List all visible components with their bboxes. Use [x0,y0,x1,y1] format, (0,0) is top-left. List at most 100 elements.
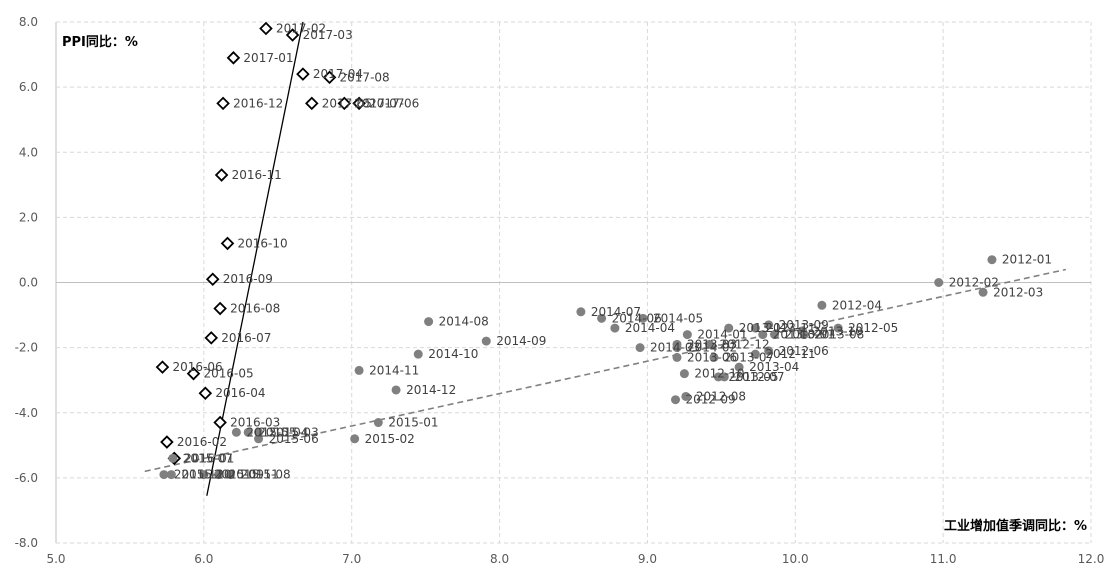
diamond-marker [220,236,235,251]
point-label: 2016-12 [233,96,283,110]
diamond-marker [216,96,230,111]
point-label: 2015-01 [388,416,438,430]
diamond-marker [226,51,241,65]
diamond-marker [285,28,300,42]
diamond-marker [213,301,227,316]
point-label: 2015-06 [269,432,319,446]
circle-marker [214,470,224,480]
y-tick-label: -6.0 [15,471,38,485]
point-label: 2013-05 [728,370,778,384]
point-label: 2012-09 [686,393,736,407]
point-label: 2016-09 [223,272,273,286]
circle-marker [705,339,715,349]
circle-marker [635,343,645,353]
point-label: 2014-01 [697,328,747,342]
point-label: 2015-09 [214,468,264,482]
y-tick-label: 6.0 [19,80,38,94]
point-label: 2014-02 [687,341,737,355]
point-label: 2012-10 [694,367,744,381]
circle-marker [713,372,723,382]
point-label: 2017-01 [243,51,293,65]
diamond-marker [204,331,219,345]
circle-marker [166,470,176,480]
circle-marker [734,362,744,372]
point-label: 2014-07 [591,305,641,319]
diamond-marker [186,366,201,381]
diamond-marker [259,21,273,36]
x-tick-label: 6.0 [194,552,213,566]
diamond-marker [213,415,227,430]
trend-lines [144,21,1067,496]
circle-marker [424,317,434,327]
point-labels: 2016-012016-022016-032016-042016-052016-… [172,22,1052,482]
point-label: 2012-07 [734,370,784,384]
point-label: 2016-10 [238,236,288,250]
point-label: 2017-08 [340,70,390,84]
circle-marker [610,323,620,333]
diamond-marker [160,435,174,449]
data-points [155,21,997,480]
point-label: 2014-12 [406,383,456,397]
circle-marker [817,300,827,310]
point-label: 2016-06 [172,360,222,374]
point-label: 2012-05 [848,321,898,335]
circle-marker [672,343,682,353]
circle-marker [978,287,988,297]
point-label: 2013-10 [813,324,863,338]
point-label: 2013-11 [765,321,815,335]
y-tick-label: 4.0 [19,145,38,159]
circle-marker [638,313,648,323]
diamond-marker [337,96,352,111]
point-label: 2015-04 [258,425,308,439]
point-label: 2013-01 [785,328,835,342]
point-label: 2014-09 [496,334,546,348]
point-label: 2017-03 [303,28,353,42]
circle-marker [597,313,607,323]
circle-marker [354,365,364,375]
point-label: 2013-09 [779,318,829,332]
point-label: 2013-03 [687,337,737,351]
point-label: 2013-07 [724,350,774,364]
point-label: 2012-06 [779,344,829,358]
circle-marker [682,330,692,340]
point-label: 2016-08 [230,302,280,316]
circle-marker [724,323,734,333]
point-label: 2014-11 [369,363,419,377]
circle-marker [672,352,682,362]
point-label: 2017-04 [313,67,363,81]
point-label: 2015-10 [181,468,231,482]
point-label: 2015-11 [229,468,279,482]
y-axis-title: PPI同比：% [62,34,138,50]
circle-marker [391,385,401,395]
diamond-marker [352,96,366,111]
point-label: 2014-03 [650,341,700,355]
point-label: 2012-01 [1002,253,1052,267]
diamond-marker [198,386,213,400]
y-tick-label: 0.0 [19,276,38,290]
circle-marker [934,278,944,287]
circle-marker [373,418,383,428]
diamond-marker [296,67,310,81]
point-label: 2015-03 [269,425,319,439]
y-tick-label: -2.0 [15,341,38,355]
y-tick-label: -8.0 [15,536,38,550]
circle-marker [481,336,491,346]
circle-marker [987,255,997,265]
circle-marker [764,346,774,356]
circle-marker [764,320,774,330]
point-label: 2016-01 [184,451,234,465]
x-tick-label: 10.0 [782,552,809,566]
point-label: 2013-12 [739,321,789,335]
y-tick-label: -4.0 [15,406,38,420]
point-label: 2017-06 [369,96,419,110]
diamond-marker [155,360,170,374]
circle-marker [750,323,760,333]
circle-marker [750,349,760,359]
point-label: 2015-08 [240,468,290,482]
point-label: 2012-08 [696,389,746,403]
point-label: 2012-04 [832,298,882,312]
x-tick-label: 8.0 [490,552,509,566]
y-tick-label: 8.0 [19,15,38,29]
point-label: 2016-03 [230,416,280,430]
